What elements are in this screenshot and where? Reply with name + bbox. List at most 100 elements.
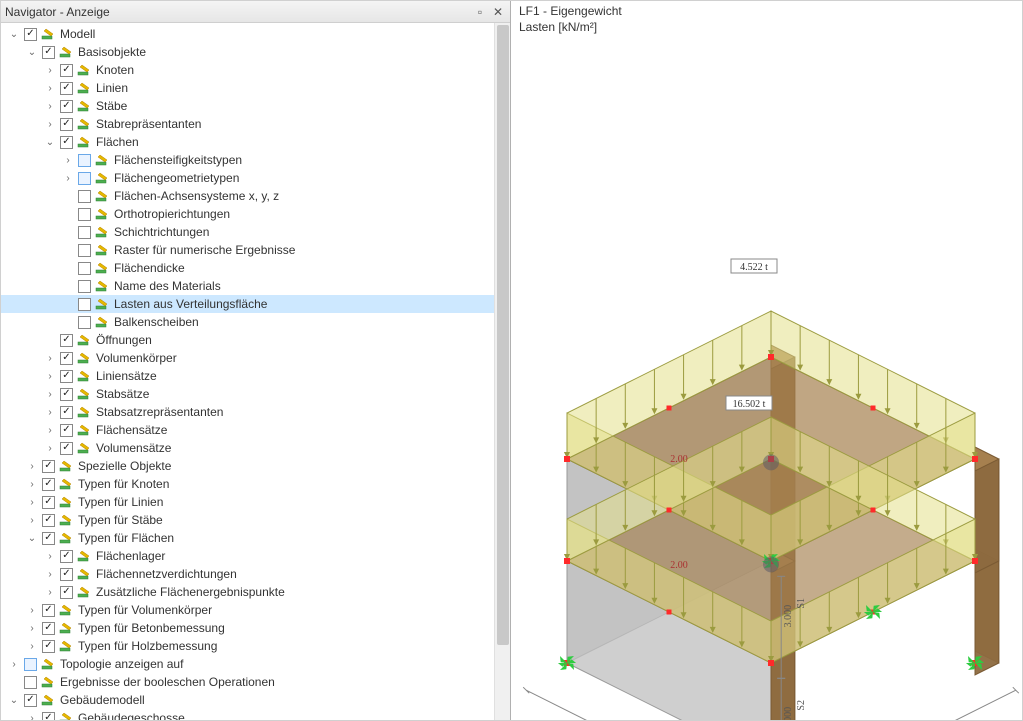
chevron-right-icon[interactable]: › — [43, 443, 57, 454]
scrollbar-thumb[interactable] — [497, 25, 509, 645]
tree-row-orthotropierichtungen[interactable]: ›Orthotropierichtungen — [1, 205, 510, 223]
checkbox[interactable] — [60, 82, 73, 95]
checkbox[interactable] — [24, 676, 37, 689]
checkbox[interactable] — [78, 208, 91, 221]
checkbox[interactable] — [60, 568, 73, 581]
tree-row-volumenkoerper[interactable]: ›Volumenkörper — [1, 349, 510, 367]
tree-row-typen-flaechen[interactable]: ⌄Typen für Flächen — [1, 529, 510, 547]
chevron-down-icon[interactable]: ⌄ — [25, 47, 39, 58]
checkbox[interactable] — [42, 46, 55, 59]
chevron-right-icon[interactable]: › — [25, 605, 39, 616]
chevron-right-icon[interactable]: › — [7, 659, 21, 670]
tree-row-flaechennetzverdichtungen[interactable]: ›Flächennetzverdichtungen — [1, 565, 510, 583]
chevron-right-icon[interactable]: › — [43, 425, 57, 436]
checkbox[interactable] — [78, 244, 91, 257]
checkbox[interactable] — [42, 514, 55, 527]
checkbox[interactable] — [78, 262, 91, 275]
tree-row-typen-beton[interactable]: ›Typen für Betonbemessung — [1, 619, 510, 637]
chevron-right-icon[interactable]: › — [25, 515, 39, 526]
tree-row-gebaeudegeschosse[interactable]: ›Gebäudegeschosse — [1, 709, 510, 720]
chevron-down-icon[interactable]: ⌄ — [43, 137, 57, 148]
chevron-right-icon[interactable]: › — [25, 479, 39, 490]
checkbox[interactable] — [60, 442, 73, 455]
tree-row-typen-staebe[interactable]: ›Typen für Stäbe — [1, 511, 510, 529]
tree-row-staebe[interactable]: ›Stäbe — [1, 97, 510, 115]
tree-row-zusaetzliche-punkte[interactable]: ›Zusätzliche Flächenergebnispunkte — [1, 583, 510, 601]
tree-row-flaechenlager[interactable]: ›Flächenlager — [1, 547, 510, 565]
tree-row-linien[interactable]: ›Linien — [1, 79, 510, 97]
checkbox[interactable] — [24, 694, 37, 707]
checkbox[interactable] — [60, 424, 73, 437]
checkbox[interactable] — [78, 172, 91, 185]
tree-row-modell[interactable]: ⌄Modell — [1, 25, 510, 43]
tree-row-lasten-verteilungsflaeche[interactable]: ›Lasten aus Verteilungsfläche — [1, 295, 510, 313]
scrollbar[interactable] — [494, 23, 510, 720]
checkbox[interactable] — [24, 658, 37, 671]
tree-row-achsensysteme[interactable]: ›Flächen-Achsensysteme x, y, z — [1, 187, 510, 205]
checkbox[interactable] — [24, 28, 37, 41]
checkbox[interactable] — [78, 154, 91, 167]
tree-row-liniensaetze[interactable]: ›Liniensätze — [1, 367, 510, 385]
checkbox[interactable] — [60, 352, 73, 365]
tree-row-name-material[interactable]: ›Name des Materials — [1, 277, 510, 295]
tree-row-stabrepraesentanten[interactable]: ›Stabrepräsentanten — [1, 115, 510, 133]
tree-row-basisobjekte[interactable]: ⌄Basisobjekte — [1, 43, 510, 61]
model-viewport[interactable]: LF1 - Eigengewicht Lasten [kN/m²] 2.002.… — [511, 1, 1022, 720]
tree-scroll[interactable]: ⌄Modell⌄Basisobjekte›Knoten›Linien›Stäbe… — [1, 23, 510, 720]
checkbox[interactable] — [78, 190, 91, 203]
checkbox[interactable] — [60, 64, 73, 77]
tree-row-schichtrichtungen[interactable]: ›Schichtrichtungen — [1, 223, 510, 241]
tree-row-raster[interactable]: ›Raster für numerische Ergebnisse — [1, 241, 510, 259]
chevron-right-icon[interactable]: › — [43, 83, 57, 94]
tree-row-boolesche[interactable]: ›Ergebnisse der booleschen Operationen — [1, 673, 510, 691]
checkbox[interactable] — [42, 496, 55, 509]
chevron-right-icon[interactable]: › — [43, 587, 57, 598]
checkbox[interactable] — [60, 136, 73, 149]
checkbox[interactable] — [60, 100, 73, 113]
chevron-down-icon[interactable]: ⌄ — [7, 29, 21, 40]
tree-row-gebaeudemodell[interactable]: ⌄Gebäudemodell — [1, 691, 510, 709]
tree-row-spezielle-objekte[interactable]: ›Spezielle Objekte — [1, 457, 510, 475]
tree-row-oeffnungen[interactable]: ›Öffnungen — [1, 331, 510, 349]
chevron-down-icon[interactable]: ⌄ — [25, 533, 39, 544]
chevron-right-icon[interactable]: › — [43, 101, 57, 112]
chevron-right-icon[interactable]: › — [61, 155, 75, 166]
tree-row-knoten[interactable]: ›Knoten — [1, 61, 510, 79]
chevron-right-icon[interactable]: › — [43, 407, 57, 418]
tree-row-topologie[interactable]: ›Topologie anzeigen auf — [1, 655, 510, 673]
chevron-right-icon[interactable]: › — [43, 569, 57, 580]
close-icon[interactable]: ✕ — [490, 4, 506, 20]
chevron-right-icon[interactable]: › — [25, 461, 39, 472]
checkbox[interactable] — [42, 460, 55, 473]
checkbox[interactable] — [60, 334, 73, 347]
checkbox[interactable] — [42, 712, 55, 721]
chevron-right-icon[interactable]: › — [43, 119, 57, 130]
chevron-right-icon[interactable]: › — [43, 353, 57, 364]
chevron-right-icon[interactable]: › — [43, 371, 57, 382]
chevron-right-icon[interactable]: › — [25, 497, 39, 508]
checkbox[interactable] — [60, 118, 73, 131]
tree-row-balkenscheiben[interactable]: ›Balkenscheiben — [1, 313, 510, 331]
tree-row-stabsatzrepraesentanten[interactable]: ›Stabsatzrepräsentanten — [1, 403, 510, 421]
tree-row-flaechensteifigkeitstypen[interactable]: ›Flächensteifigkeitstypen — [1, 151, 510, 169]
tree-row-stabsaetze[interactable]: ›Stabsätze — [1, 385, 510, 403]
chevron-right-icon[interactable]: › — [25, 713, 39, 721]
checkbox[interactable] — [42, 532, 55, 545]
tree-row-flaechendicke[interactable]: ›Flächendicke — [1, 259, 510, 277]
tree-row-typen-knoten[interactable]: ›Typen für Knoten — [1, 475, 510, 493]
checkbox[interactable] — [60, 388, 73, 401]
tree-row-flaechen[interactable]: ⌄Flächen — [1, 133, 510, 151]
checkbox[interactable] — [42, 640, 55, 653]
chevron-right-icon[interactable]: › — [43, 551, 57, 562]
tree-row-flaechengeometrietypen[interactable]: ›Flächengeometrietypen — [1, 169, 510, 187]
pin-icon[interactable]: ▫ — [472, 4, 488, 20]
checkbox[interactable] — [78, 280, 91, 293]
chevron-right-icon[interactable]: › — [43, 389, 57, 400]
checkbox[interactable] — [42, 604, 55, 617]
checkbox[interactable] — [60, 586, 73, 599]
chevron-right-icon[interactable]: › — [43, 65, 57, 76]
checkbox[interactable] — [60, 550, 73, 563]
checkbox[interactable] — [60, 406, 73, 419]
checkbox[interactable] — [42, 622, 55, 635]
chevron-right-icon[interactable]: › — [61, 173, 75, 184]
